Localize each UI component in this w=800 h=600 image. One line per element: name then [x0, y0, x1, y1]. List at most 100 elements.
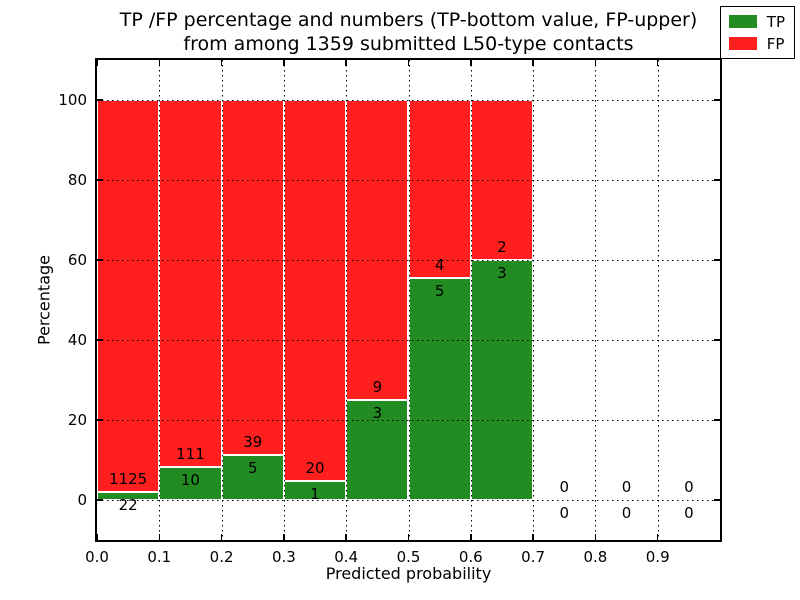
x-tick-mark-top: [656, 60, 659, 66]
y-tick-label: 40: [67, 331, 87, 349]
bar-fp-segment: [221, 100, 284, 455]
x-tick-mark-top: [407, 60, 410, 66]
legend-item-tp: TP: [728, 12, 785, 31]
x-tick-mark-top: [470, 60, 472, 66]
x-tick-mark-top: [220, 60, 223, 66]
y-tick-mark-right: [714, 339, 720, 341]
x-gridline: [283, 60, 285, 540]
tp-count-label: 3: [497, 264, 507, 282]
y-tick-mark-right: [714, 419, 720, 421]
x-gridline: [221, 60, 223, 540]
chart-title: TP /FP percentage and numbers (TP-bottom…: [95, 8, 722, 56]
tp-color-swatch: [728, 15, 757, 28]
bar-fp-segment: [408, 100, 471, 278]
tp-count-label: 10: [180, 470, 200, 489]
y-tick-label: 60: [67, 251, 87, 269]
x-tick-mark-top: [283, 60, 285, 66]
x-tick-mark: [345, 534, 347, 540]
x-tick-mark: [96, 534, 98, 540]
x-gridline: [657, 60, 659, 540]
x-tick-mark: [407, 534, 410, 540]
fp-count-label: 0: [559, 478, 570, 496]
fp-count-label: 9: [372, 378, 383, 396]
y-tick-mark-right: [714, 499, 720, 501]
y-tick-mark: [97, 179, 103, 181]
x-tick-label: 0.5: [396, 548, 421, 566]
x-tick-label: 0.2: [209, 548, 234, 566]
x-tick-mark-top: [594, 60, 597, 66]
y-tick-mark: [97, 419, 103, 421]
x-tick-label: 0.1: [147, 548, 172, 566]
y-tick-mark: [97, 499, 103, 501]
x-axis-label: Predicted probability: [325, 564, 492, 583]
x-tick-mark: [470, 534, 472, 540]
y-tick-label: 20: [67, 411, 87, 429]
y-tick-mark-right: [714, 179, 720, 181]
x-gridline: [595, 60, 597, 540]
fp-count-label: 4: [434, 255, 445, 274]
x-tick-mark: [532, 534, 534, 540]
fp-count-label: 111: [176, 444, 205, 463]
x-tick-mark: [283, 534, 285, 540]
bar-fp-segment: [283, 100, 347, 481]
tp-count-label: 22: [118, 496, 138, 515]
legend: TP FP: [719, 6, 795, 59]
y-tick-mark: [97, 99, 103, 101]
fp-count-label: 0: [621, 478, 632, 496]
fp-count-label: 39: [243, 432, 263, 451]
x-tick-label: 0.9: [645, 548, 670, 566]
chart-title-line1: TP /FP percentage and numbers (TP-bottom…: [119, 9, 698, 31]
y-tick-mark-right: [714, 99, 720, 101]
x-tick-mark-top: [96, 60, 98, 66]
x-gridline: [408, 60, 410, 540]
legend-label-tp: TP: [766, 12, 785, 31]
legend-label-fp: FP: [766, 34, 785, 53]
y-tick-label: 100: [58, 91, 87, 109]
tp-count-label: 0: [684, 504, 694, 522]
legend-item-fp: FP: [728, 34, 785, 53]
x-tick-label: 0.0: [85, 548, 109, 566]
x-gridline: [470, 60, 472, 540]
bar-tp-segment: [97, 492, 160, 500]
x-gridline: [533, 60, 535, 540]
fp-count-label: 2: [497, 238, 507, 256]
y-tick-mark: [97, 259, 103, 261]
x-tick-label: 0.8: [583, 548, 608, 566]
fp-count-label: 1125: [109, 470, 148, 489]
y-axis-label: Percentage: [34, 254, 54, 346]
bar-fp-segment: [97, 100, 160, 493]
chart-title-line2: from among 1359 submitted L50-type conta…: [183, 33, 634, 55]
tp-count-label: 3: [372, 404, 383, 422]
x-tick-mark-top: [158, 60, 161, 66]
bar-fp-segment: [346, 100, 409, 400]
tp-count-label: 5: [434, 281, 445, 300]
x-tick-mark: [158, 534, 161, 540]
x-tick-label: 0.3: [271, 548, 296, 566]
x-gridline: [159, 60, 161, 540]
x-tick-mark-top: [345, 60, 347, 66]
bar-tp-segment: [408, 277, 471, 500]
bar-fp-segment: [159, 100, 222, 467]
x-tick-label: 0.6: [458, 548, 483, 566]
fp-count-label: 0: [684, 478, 694, 496]
tp-count-label: 1: [310, 484, 320, 503]
x-gridline: [346, 60, 348, 540]
y-tick-label: 0: [77, 491, 87, 509]
bar-tp-segment: [159, 466, 222, 500]
y-tick-mark-right: [714, 259, 720, 261]
x-tick-mark: [594, 534, 597, 540]
plot-area: 0.0 0.1 0.2 0.3 0.4 0.5 0.6 0.7 0.8 0.9 0 20 40 60 80 1…: [58, 58, 722, 566]
y-tick-mark: [97, 339, 103, 341]
fp-color-swatch: [728, 37, 757, 50]
tp-count-label: 5: [247, 458, 258, 477]
x-tick-mark: [656, 534, 659, 540]
tp-count-label: 0: [621, 504, 632, 522]
x-tick-label: 0.4: [334, 548, 359, 566]
x-tick-mark-top: [532, 60, 534, 66]
bar-tp-segment: [470, 260, 534, 500]
y-tick-label: 80: [67, 171, 87, 189]
x-tick-mark: [220, 534, 223, 540]
x-tick-label: 0.7: [521, 548, 546, 566]
fp-count-label: 20: [305, 458, 325, 477]
